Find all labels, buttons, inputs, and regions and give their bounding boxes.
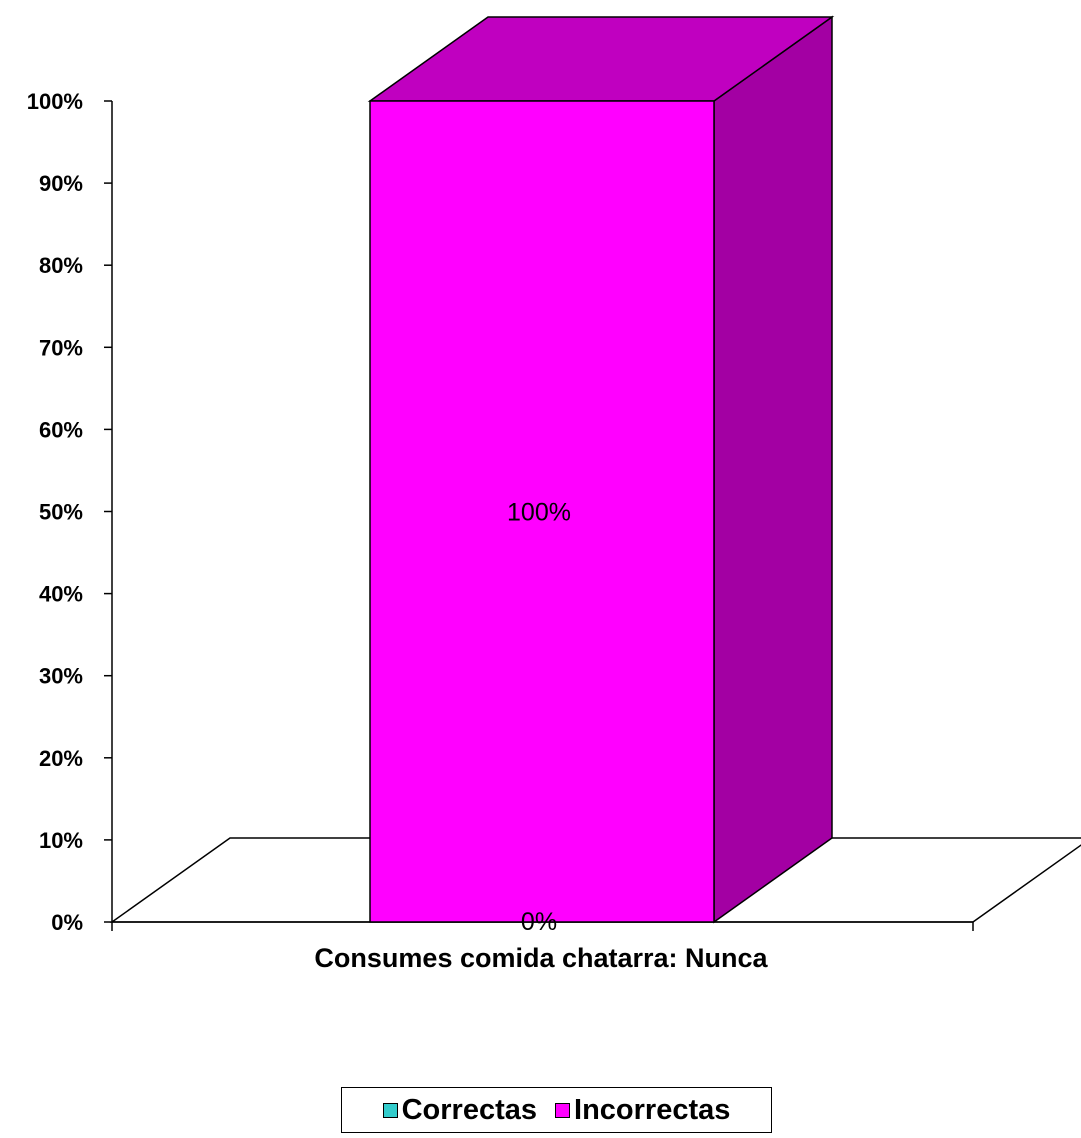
data-label-incorrectas: 100% [507,499,571,527]
legend-item-correctas: Correctas [382,1093,538,1127]
y-tick-label: 30% [39,664,83,689]
y-tick-label: 80% [39,253,83,278]
legend-swatch-correctas [382,1102,398,1118]
y-tick-label: 50% [39,500,83,525]
y-tick-label: 70% [39,335,83,360]
bar-incorrectas [369,100,715,923]
legend-label-correctas: Correctas [401,1093,538,1126]
data-label-correctas: 0% [521,908,557,936]
y-tick-label: 20% [39,746,83,771]
y-tick-label: 10% [39,828,83,853]
chart: 0% 10% 20% 30% 40% 50% 60% 70% 80% 90% 100% 0% 100%… [27,15,1081,974]
y-tick-label: 60% [39,417,83,442]
legend-item-incorrectas: Incorrectas [555,1094,730,1127]
y-axis: 0% 10% 20% 30% 40% 50% 60% 70% 80% 90% 100% [27,89,974,935]
y-tick-label: 90% [39,171,83,196]
bar-side-incorrectas [713,15,833,924]
y-tick-label: 100% [27,89,83,114]
bars [367,15,835,924]
legend-label-incorrectas: Incorrectas [574,1093,731,1126]
legend: Correctas Incorrectas [341,1087,772,1133]
y-tick-label: 0% [51,910,83,935]
labels: 0% 100% Consumes comida chatarra: Nunca [314,499,768,974]
y-tick-label: 40% [39,582,83,607]
x-category-label: Consumes comida chatarra: Nunca [314,943,768,973]
legend-swatch-incorrectas [555,1102,571,1118]
